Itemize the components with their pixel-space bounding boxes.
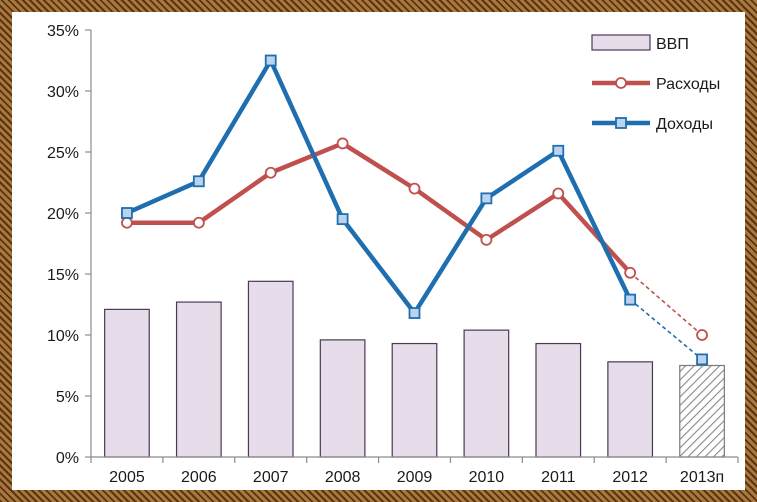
- x-tick-label: 2013п: [680, 469, 724, 486]
- bar-2010: [464, 330, 509, 457]
- y-tick-label: 15%: [47, 267, 79, 284]
- point-Расходы-2009: [410, 184, 420, 194]
- point-Доходы-2006: [194, 176, 204, 186]
- x-tick-label: 2007: [253, 469, 289, 486]
- forecast-line-Расходы: [630, 273, 702, 335]
- point-Доходы-2013п: [697, 354, 707, 364]
- forecast-line-Доходы: [630, 300, 702, 360]
- chart-panel: 0% 5% 10% 15% 20% 25% 30% 35% 2005 2006 2007 2008 20…: [12, 12, 745, 490]
- bar-2005: [105, 309, 150, 457]
- x-tick-label: 2010: [469, 469, 505, 486]
- point-Расходы-2008: [338, 138, 348, 148]
- bar-2009: [392, 344, 437, 457]
- legend: ВВП Расходы Доходы: [592, 35, 720, 133]
- x-tick-label: 2011: [541, 469, 576, 486]
- point-Доходы-2012: [625, 295, 635, 305]
- legend-label: Расходы: [656, 76, 720, 93]
- y-tick-label: 10%: [47, 328, 79, 345]
- bar-2006: [177, 302, 222, 457]
- point-Расходы-2005: [122, 218, 132, 228]
- x-tick-label: 2012: [612, 469, 648, 486]
- bar-2007: [248, 281, 293, 457]
- point-Расходы-2007: [266, 168, 276, 178]
- y-tick-label: 20%: [47, 206, 79, 223]
- point-Расходы-2006: [194, 218, 204, 228]
- point-Расходы-2012: [625, 268, 635, 278]
- bar-2013п: [680, 366, 725, 458]
- x-tick-label: 2006: [181, 469, 217, 486]
- y-tick-label: 35%: [47, 23, 79, 40]
- y-tick-label: 0%: [56, 450, 79, 467]
- x-tick-label: 2008: [325, 469, 361, 486]
- point-Расходы-2010: [481, 235, 491, 245]
- y-tick-label: 25%: [47, 145, 79, 162]
- point-Доходы-2010: [481, 193, 491, 203]
- bar-2011: [536, 344, 581, 457]
- point-Доходы-2005: [122, 208, 132, 218]
- point-Доходы-2009: [410, 308, 420, 318]
- point-Расходы-2013п: [697, 330, 707, 340]
- bar-2008: [320, 340, 365, 457]
- legend-marker-Расходы: [616, 78, 626, 88]
- point-Доходы-2008: [338, 214, 348, 224]
- legend-marker-Доходы: [616, 118, 626, 128]
- line-Расходы: [127, 143, 630, 272]
- legend-label: Доходы: [656, 116, 713, 133]
- legend-swatch-bar: [592, 35, 650, 50]
- chart-svg: 0% 5% 10% 15% 20% 25% 30% 35% 2005 2006 2007 2008 20…: [12, 12, 745, 490]
- y-tick-label: 5%: [56, 389, 79, 406]
- point-Доходы-2007: [266, 56, 276, 66]
- point-Расходы-2011: [553, 188, 563, 198]
- x-tick-label: 2009: [397, 469, 433, 486]
- bar-2012: [608, 362, 653, 457]
- point-Доходы-2011: [553, 146, 563, 156]
- x-tick-label: 2005: [109, 469, 145, 486]
- y-tick-label: 30%: [47, 84, 79, 101]
- legend-label: ВВП: [656, 36, 689, 53]
